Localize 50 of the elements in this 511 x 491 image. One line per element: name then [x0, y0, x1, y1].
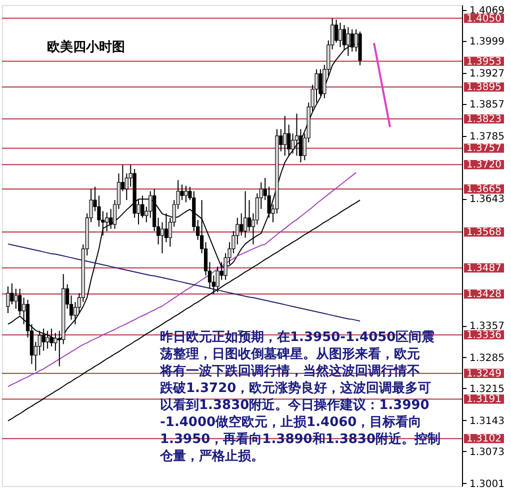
y-tick-label: 1.3785	[470, 131, 504, 142]
ref-line-label: 1.3823	[466, 114, 502, 125]
candlestick	[338, 22, 342, 48]
candlestick	[283, 115, 287, 156]
annotation: 以看到1.3830附近。今日操作建议：1.3990	[160, 397, 430, 413]
candlestick	[109, 208, 113, 230]
ref-line-label: 1.3336	[466, 330, 502, 341]
candlestick	[334, 19, 338, 44]
candlestick	[14, 288, 18, 310]
ref-line-label: 1.3953	[466, 56, 502, 68]
ref-line-label: 1.3665	[466, 184, 502, 195]
ref-line-label: 1.4050	[466, 13, 502, 24]
y-tick-label: 1.3643	[470, 194, 504, 206]
ref-line-label: 1.3720	[466, 160, 502, 171]
ref-line-label: 1.3757	[466, 143, 502, 154]
candlestick	[216, 266, 220, 293]
candlestick	[18, 288, 22, 316]
y-tick-label: 1.3215	[470, 384, 504, 395]
candlestick	[164, 212, 168, 243]
line-series	[7, 243, 361, 322]
y-tick-label: 1.3073	[470, 446, 504, 458]
candlestick	[180, 184, 184, 201]
y-tick-label: 1.3143	[470, 416, 504, 427]
candlestick	[240, 212, 244, 236]
candlestick	[10, 282, 14, 305]
annotation: -1.4000做空欧元，止损1.4060，目标看向	[160, 414, 422, 430]
annotation: 仓量，严格止损。	[159, 449, 264, 464]
y-tick-label: 1.3927	[470, 68, 504, 80]
candlestick	[105, 212, 109, 232]
ref-line-label: 1.3428	[466, 289, 502, 300]
ref-line-label: 1.3191	[466, 394, 502, 406]
ref-line-label: 1.3895	[466, 82, 502, 94]
candlestick	[6, 286, 10, 314]
candlestick	[298, 128, 302, 163]
y-tick-label: 1.3001	[470, 478, 504, 490]
y-tick-label: 1.3999	[470, 36, 504, 48]
candlestick	[160, 222, 164, 254]
y-tick-label: 1.3285	[470, 352, 504, 364]
text: 欧美四小时图	[47, 39, 125, 55]
ref-line-label: 1.3487	[466, 262, 502, 274]
candlestick	[244, 190, 248, 238]
ref-line-label: 1.3568	[466, 226, 502, 238]
ref-line-label: 1.3102	[466, 434, 502, 445]
ref-line-label: 1.3249	[466, 368, 502, 380]
y-tick-label: 1.3857	[470, 99, 504, 110]
candlestick	[294, 113, 299, 156]
candlestick	[212, 274, 216, 295]
candlestick	[184, 185, 188, 203]
annotation: 荡整理，日图收倒墓碑星。从图形来看，欧元	[159, 346, 420, 362]
annotation: 跌破1.3720，欧元涨势良好，这波回调最多可	[159, 380, 432, 396]
